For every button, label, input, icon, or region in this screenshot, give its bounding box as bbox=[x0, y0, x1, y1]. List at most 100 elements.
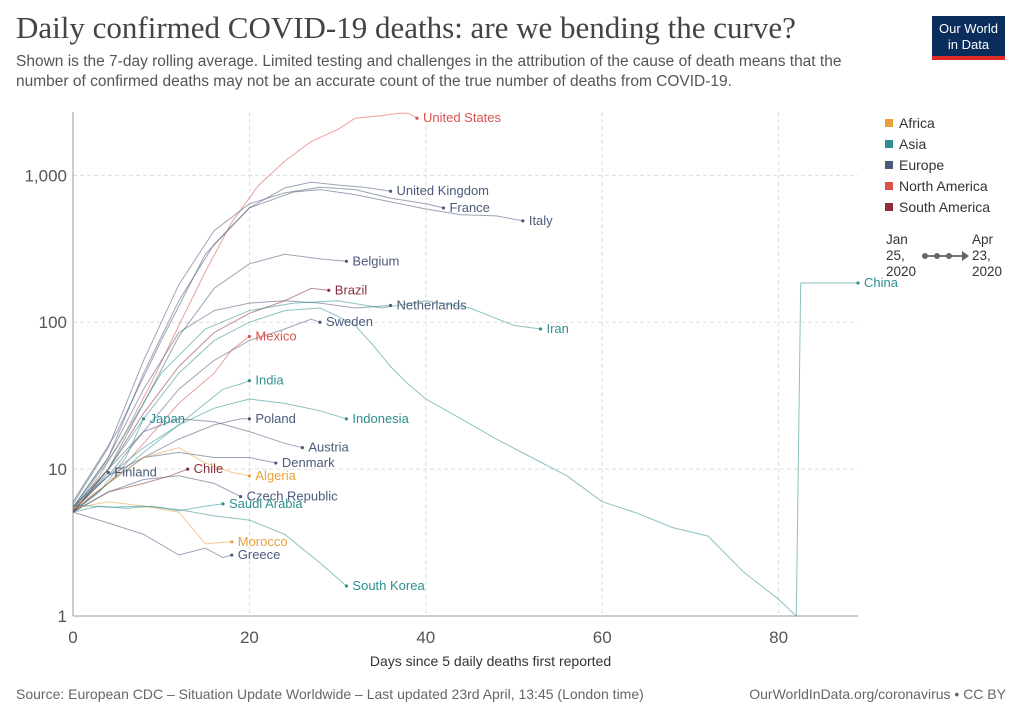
series-line bbox=[72, 300, 541, 510]
logo-line-1: Our World bbox=[939, 21, 998, 36]
series-end-marker bbox=[538, 327, 543, 331]
series-label: Indonesia bbox=[352, 411, 409, 426]
series-label: Greece bbox=[238, 547, 281, 562]
series-end-marker bbox=[327, 288, 331, 292]
x-axis-title: Days since 5 daily deaths first reported bbox=[370, 653, 611, 669]
series-label: Brazil bbox=[335, 282, 368, 297]
y-tick-label: 1 bbox=[58, 607, 67, 626]
series-end-marker bbox=[521, 219, 525, 223]
series-label: Algeria bbox=[255, 468, 296, 483]
series-end-marker bbox=[388, 189, 393, 193]
x-tick-label: 40 bbox=[416, 628, 435, 647]
timeline-start-year: 2020 bbox=[886, 264, 917, 279]
series-line bbox=[72, 380, 250, 513]
timeline-end-day: 23, bbox=[972, 248, 991, 263]
series-end-marker bbox=[274, 461, 278, 465]
series-line bbox=[72, 318, 321, 512]
legend-label-africa: Africa bbox=[899, 114, 935, 131]
y-tick-label: 100 bbox=[39, 313, 67, 332]
series-line bbox=[72, 112, 418, 512]
series-end-marker bbox=[441, 206, 446, 210]
legend-item-north-america[interactable]: North America bbox=[885, 175, 990, 196]
legend-swatch-africa bbox=[885, 118, 893, 127]
series-end-marker bbox=[247, 379, 252, 383]
series-label: France bbox=[449, 200, 489, 215]
series-line bbox=[72, 181, 391, 508]
series-line bbox=[72, 300, 391, 508]
y-tick-label: 10 bbox=[48, 460, 67, 479]
series-end-marker bbox=[415, 116, 419, 120]
series-label: United States bbox=[423, 110, 502, 125]
series-label: China bbox=[864, 275, 899, 290]
source-note: Source: European CDC – Situation Update … bbox=[16, 686, 644, 702]
series-end-marker bbox=[344, 417, 349, 421]
series-label: Sweden bbox=[326, 314, 373, 329]
series-end-marker bbox=[247, 417, 252, 421]
x-tick-label: 20 bbox=[240, 628, 259, 647]
series-label: Austria bbox=[308, 440, 349, 455]
series-line bbox=[72, 475, 241, 513]
series-end-marker bbox=[247, 334, 252, 339]
series-line bbox=[72, 398, 347, 507]
timeline-start-day: 25, bbox=[886, 248, 905, 263]
series-line bbox=[72, 186, 444, 505]
series-end-marker bbox=[856, 281, 860, 285]
legend-label-north-america: North America bbox=[899, 177, 988, 194]
timeline-dot bbox=[946, 253, 952, 259]
x-tick-label: 0 bbox=[68, 628, 77, 647]
timeline-start-month: Jan bbox=[886, 232, 908, 247]
timeline-track[interactable] bbox=[922, 251, 969, 261]
series-label: Poland bbox=[255, 411, 295, 426]
series-line bbox=[72, 418, 145, 513]
series-label: Czech Republic bbox=[247, 489, 339, 504]
chart-title: Daily confirmed COVID-19 deaths: are we … bbox=[16, 10, 796, 45]
series-end-marker bbox=[300, 446, 304, 450]
timeline-end-month: Apr bbox=[972, 232, 994, 247]
series-line bbox=[72, 503, 223, 513]
series-lines bbox=[72, 112, 860, 618]
series-labels: United States United Kingdom France Italy Be… bbox=[114, 110, 898, 593]
owid-logo[interactable]: Our World in Data bbox=[932, 16, 1005, 60]
timeline-end-label: Apr 23, 2020 bbox=[972, 232, 1008, 280]
series-label: Netherlands bbox=[397, 298, 468, 313]
series-end-marker bbox=[318, 320, 322, 324]
series-line bbox=[72, 282, 858, 618]
series-line bbox=[72, 189, 523, 502]
legend-swatch-asia bbox=[885, 139, 893, 148]
source-url[interactable]: OurWorldInData.org/coronavirus • CC BY bbox=[749, 686, 1006, 702]
series-end-marker bbox=[238, 494, 243, 499]
series-line bbox=[72, 511, 232, 559]
series-label: Japan bbox=[150, 411, 185, 426]
axes: 1 10 100 1,000 0 20 40 60 80 Days since 5 daily d… bbox=[24, 112, 858, 669]
legend-item-europe[interactable]: Europe bbox=[885, 154, 990, 175]
series-label: Iran bbox=[546, 321, 568, 336]
legend: Africa Asia Europe North America South A… bbox=[885, 112, 990, 217]
chart-subtitle: Shown is the 7-day rolling average. Limi… bbox=[16, 53, 842, 90]
series-end-marker bbox=[106, 470, 110, 474]
series-end-marker bbox=[186, 467, 190, 471]
series-label: Denmark bbox=[282, 455, 335, 470]
series-line bbox=[72, 418, 303, 509]
series-line bbox=[72, 447, 250, 509]
logo-line-2: in Data bbox=[947, 37, 990, 52]
series-end-marker bbox=[230, 553, 234, 557]
legend-swatch-south-america bbox=[885, 202, 893, 211]
timeline-start-label: Jan 25, 2020 bbox=[886, 232, 916, 280]
series-label: Italy bbox=[529, 213, 553, 228]
series-end-marker bbox=[230, 540, 234, 544]
timeline-end-year: 2020 bbox=[972, 264, 1003, 279]
timeline-start-handle[interactable] bbox=[922, 253, 928, 259]
legend-item-asia[interactable]: Asia bbox=[885, 133, 990, 154]
legend-item-africa[interactable]: Africa bbox=[885, 112, 990, 133]
legend-item-south-america[interactable]: South America bbox=[885, 196, 990, 217]
series-label: Finland bbox=[114, 464, 157, 479]
timeline-slider[interactable]: Jan 25, 2020 Apr 23, 2020 bbox=[886, 232, 1008, 282]
series-end-marker bbox=[221, 502, 225, 506]
y-tick-label: 1,000 bbox=[24, 166, 67, 185]
timeline-end-handle[interactable] bbox=[962, 251, 969, 261]
series-label: South Korea bbox=[352, 578, 425, 593]
x-tick-label: 60 bbox=[593, 628, 612, 647]
series-line bbox=[72, 451, 277, 510]
series-end-marker bbox=[344, 584, 349, 588]
legend-label-asia: Asia bbox=[899, 135, 927, 152]
